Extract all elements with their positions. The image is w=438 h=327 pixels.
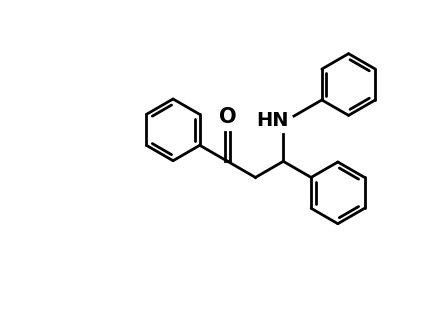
Text: O: O <box>219 107 237 127</box>
Text: HN: HN <box>256 111 289 130</box>
